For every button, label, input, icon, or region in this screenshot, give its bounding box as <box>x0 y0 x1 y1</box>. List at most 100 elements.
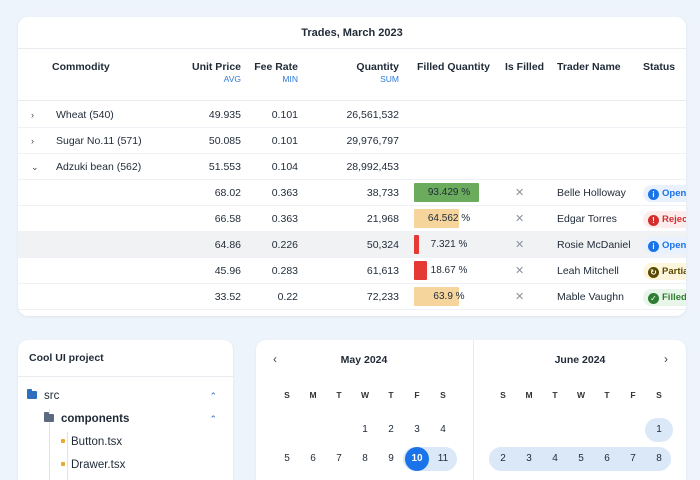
group-label: Wheat (540) <box>56 109 114 121</box>
tree-item-label: src <box>44 390 60 402</box>
group-fee-rate: 0.101 <box>271 109 298 121</box>
tree-title: Cool UI project <box>18 340 233 377</box>
calendar-day[interactable]: 7 <box>336 453 342 464</box>
calendar-day[interactable]: 4 <box>552 453 558 464</box>
group-row[interactable]: › Wheat (540) 49.935 0.101 26,561,532 <box>18 102 686 128</box>
group-unit-price: 49.935 <box>208 109 241 121</box>
calendar-day[interactable]: 3 <box>414 424 420 435</box>
header-commodity[interactable]: Commodity <box>52 61 110 73</box>
trades-grid: Trades, March 2023 Commodity Unit Price … <box>18 17 686 316</box>
calendar-day[interactable]: 6 <box>310 453 316 464</box>
chevron-up-icon[interactable]: ⌃ <box>209 414 217 424</box>
grid-header: Commodity Unit Price AVG Fee Rate MIN Qu… <box>18 49 686 101</box>
cell-trader-name: Leah Mitchell <box>557 265 619 277</box>
chevron-up-icon[interactable]: ⌃ <box>209 391 217 401</box>
cell-unit-price: 45.96 <box>214 265 241 277</box>
tree-item-label: Button.tsx <box>71 436 123 448</box>
weekday-label: S <box>500 390 506 400</box>
group-row[interactable]: › Sugar No.11 (571) 50.085 0.101 29,976,797 <box>18 128 686 154</box>
header-filled-quantity[interactable]: Filled Quantity <box>417 61 490 73</box>
header-quantity-agg: SUM <box>380 74 399 84</box>
chevron-down-icon[interactable]: ⌄ <box>31 162 39 172</box>
calendar-day[interactable]: 8 <box>362 453 368 464</box>
weekday-label: T <box>604 390 610 400</box>
cell-quantity: 38,733 <box>366 187 399 199</box>
grid-footer: 51.192 0.101 507,669,578 <box>18 308 686 316</box>
calendar-day[interactable]: 11 <box>437 453 449 464</box>
calendar-day[interactable]: 10 <box>405 447 429 471</box>
folder-icon <box>44 412 54 422</box>
tree-item-src[interactable]: src ⌃ <box>27 385 227 407</box>
calendar-day[interactable]: 9 <box>388 453 394 464</box>
table-row[interactable]: 64.86 0.226 50,324 7.321 % ✕ Rosie McDaniel i O… <box>18 232 686 258</box>
cell-trader-name: Belle Holloway <box>557 187 626 199</box>
filled-quantity-bar-fill <box>414 235 419 254</box>
header-fee-rate-label: Fee Rate <box>254 61 298 73</box>
cell-unit-price: 33.52 <box>214 291 241 303</box>
calendar-day[interactable]: 2 <box>388 424 394 435</box>
cell-quantity: 72,233 <box>366 291 399 303</box>
calendar-day[interactable]: 2 <box>500 453 506 464</box>
status-label: Partially Filled <box>662 266 686 277</box>
file-icon <box>61 439 65 443</box>
header-fee-rate[interactable]: Fee Rate MIN <box>254 61 298 84</box>
weekday-label: M <box>309 390 317 400</box>
cell-trader-name: Mable Vaughn <box>557 291 624 303</box>
calendar-day[interactable]: 6 <box>604 453 610 464</box>
status-badge: ↻Partially Filled <box>643 263 686 280</box>
info-icon: i <box>648 189 659 200</box>
filled-quantity-label: 7.321 % <box>430 239 468 250</box>
calendar-day[interactable]: 3 <box>526 453 532 464</box>
x-mark-icon: ✕ <box>515 239 525 251</box>
next-month-icon[interactable]: › <box>664 352 668 366</box>
status-badge: i Open <box>643 237 686 254</box>
table-row[interactable]: 68.02 0.363 38,733 93.429 % ✕ Belle Holloway i… <box>18 180 686 206</box>
file-icon <box>61 462 65 466</box>
tree-item-button-tsx[interactable]: Button.tsx <box>61 431 122 453</box>
group-quantity: 28,992,453 <box>346 161 399 173</box>
cell-fee-rate: 0.226 <box>271 239 298 251</box>
weekday-label: F <box>414 390 420 400</box>
table-row[interactable]: 45.96 0.283 61,613 18.67 % ✕ Leah Mitchell ↻ Pa… <box>18 258 686 284</box>
tree-guide-line <box>49 409 50 480</box>
calendar-day[interactable]: 8 <box>656 453 662 464</box>
footer-quantity: 507,669,578 <box>341 308 399 316</box>
filled-quantity-bar: 18.67 % <box>414 261 484 280</box>
cell-quantity: 21,968 <box>366 213 399 225</box>
group-row[interactable]: ⌄ Adzuki bean (562) 51.553 0.104 28,992,453 <box>18 154 686 180</box>
tree-item-components[interactable]: components ⌃ <box>44 408 227 430</box>
calendar-day[interactable]: 5 <box>578 453 584 464</box>
header-trader-name[interactable]: Trader Name <box>557 61 621 73</box>
chevron-right-icon[interactable]: › <box>31 136 34 146</box>
calendar-day[interactable]: 1 <box>656 424 662 435</box>
calendar-day[interactable]: 4 <box>440 424 446 435</box>
weekday-label: T <box>336 390 342 400</box>
group-label: Sugar No.11 (571) <box>56 135 142 147</box>
filled-quantity-bar-fill <box>414 209 459 228</box>
cell-trader-name: Rosie McDaniel <box>557 239 631 251</box>
table-row[interactable]: 33.52 0.22 72,233 63.9 % ✕ Mable Vaughn ✓ Fille… <box>18 284 686 310</box>
header-is-filled[interactable]: Is Filled <box>505 61 545 73</box>
weekday-label: F <box>630 390 636 400</box>
header-unit-price[interactable]: Unit Price AVG <box>192 61 241 84</box>
filled-quantity-bar-fill <box>414 287 459 306</box>
prev-month-icon[interactable]: ‹ <box>273 352 277 366</box>
filled-quantity-bar: 93.429 % <box>414 183 484 202</box>
chevron-right-icon[interactable]: › <box>31 110 34 120</box>
cell-fee-rate: 0.22 <box>277 291 298 303</box>
group-unit-price: 51.553 <box>208 161 241 173</box>
filled-quantity-bar-fill <box>414 183 479 202</box>
cell-fee-rate: 0.283 <box>271 265 298 277</box>
weekday-label: S <box>440 390 446 400</box>
header-quantity[interactable]: Quantity SUM <box>356 61 399 84</box>
calendar-day[interactable]: 7 <box>630 453 636 464</box>
calendar-day[interactable]: 5 <box>284 453 290 464</box>
calendar-day[interactable]: 1 <box>362 424 368 435</box>
header-status[interactable]: Status <box>643 61 676 73</box>
cell-quantity: 61,613 <box>366 265 399 277</box>
filled-quantity-label: 63.9 % <box>433 291 465 302</box>
table-row[interactable]: 66.58 0.363 21,968 64.562 % ✕ Edgar Torres! Re… <box>18 206 686 232</box>
weekday-label: S <box>284 390 290 400</box>
tree-item-drawer-tsx[interactable]: Drawer.tsx <box>61 454 125 476</box>
cell-quantity: 50,324 <box>366 239 399 251</box>
